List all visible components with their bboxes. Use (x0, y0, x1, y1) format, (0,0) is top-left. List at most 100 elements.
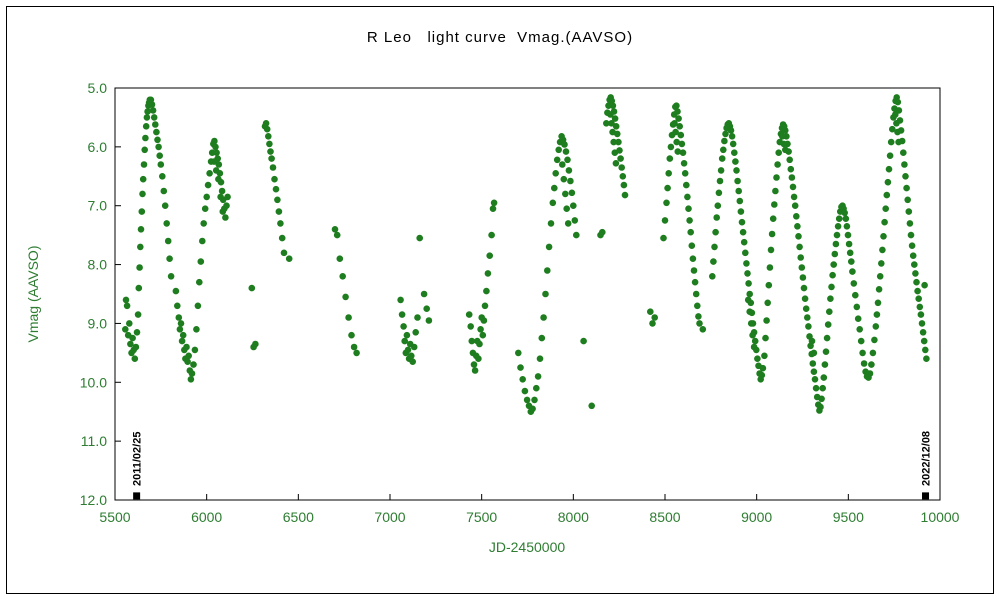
data-point (894, 98, 902, 106)
data-point (758, 371, 766, 379)
data-point (149, 107, 157, 114)
data-point (690, 267, 698, 274)
data-point (688, 242, 696, 249)
data-point (212, 167, 220, 174)
data-point (879, 246, 886, 254)
data-point (404, 346, 412, 354)
data-point (549, 199, 557, 207)
data-point (731, 149, 738, 156)
data-point (866, 370, 874, 377)
data-point (203, 193, 210, 201)
data-point (722, 130, 729, 138)
data-point (615, 138, 622, 146)
x-tick-label: 8500 (649, 509, 680, 525)
data-point (923, 355, 930, 363)
data-point (187, 376, 195, 383)
data-point (127, 340, 134, 348)
data-point (746, 308, 753, 316)
data-point (818, 395, 825, 403)
data-point (716, 177, 724, 185)
x-tick-label: 5500 (99, 509, 130, 525)
data-point (679, 149, 687, 156)
data-point (488, 231, 495, 239)
data-point (609, 128, 616, 136)
data-point (685, 205, 692, 212)
data-point (274, 196, 281, 204)
data-point (122, 296, 130, 304)
data-point (475, 355, 482, 363)
data-point (176, 326, 184, 333)
data-point (285, 255, 293, 262)
data-point (278, 234, 286, 242)
data-point (649, 320, 656, 327)
x-tick-label: 9000 (741, 509, 772, 525)
data-point (397, 296, 404, 304)
data-point (272, 185, 280, 193)
data-point (718, 155, 726, 162)
data-point (737, 208, 745, 215)
data-point (489, 205, 497, 212)
data-point (266, 140, 273, 148)
data-point (694, 302, 701, 310)
data-point (812, 384, 820, 392)
data-point (215, 175, 222, 183)
data-point (401, 337, 409, 345)
data-point (906, 220, 914, 227)
data-point (563, 205, 570, 212)
data-point (832, 240, 840, 248)
data-point (915, 295, 922, 303)
data-point (621, 191, 629, 199)
data-point (611, 149, 619, 156)
data-point (811, 376, 819, 383)
data-point (771, 201, 778, 208)
data-point (172, 287, 180, 295)
data-point (850, 280, 858, 287)
data-point (280, 249, 288, 257)
data-point (799, 274, 807, 281)
data-point (179, 331, 187, 339)
chart-title: R Leo light curve Vmag.(AAVSO) (367, 29, 633, 46)
data-point (714, 202, 722, 209)
data-point (674, 108, 681, 115)
data-point (663, 199, 670, 207)
data-point (398, 311, 406, 318)
data-point (751, 337, 759, 345)
data-point (667, 143, 675, 151)
data-point (790, 193, 798, 201)
data-point (853, 303, 861, 311)
data-point (907, 231, 915, 239)
data-point (666, 155, 674, 162)
data-point (762, 334, 769, 342)
data-point (222, 214, 229, 221)
data-point (687, 228, 694, 236)
data-point (603, 120, 610, 127)
data-point (742, 249, 749, 257)
data-point (133, 329, 141, 336)
data-point (678, 140, 686, 148)
data-point (889, 125, 896, 133)
data-point (217, 193, 224, 201)
data-point (410, 343, 418, 351)
data-point (848, 258, 855, 265)
data-point (876, 273, 884, 280)
data-point (204, 181, 212, 189)
data-point (175, 314, 183, 321)
data-point (599, 228, 606, 236)
data-point (900, 149, 907, 156)
data-point (414, 314, 421, 321)
data-point (562, 148, 570, 155)
data-point (878, 260, 885, 267)
data-point (893, 120, 900, 127)
data-point (874, 299, 882, 307)
data-point (470, 361, 478, 368)
data-point (916, 303, 924, 311)
data-point (580, 337, 587, 345)
data-point (137, 243, 144, 251)
data-point (908, 242, 916, 249)
data-point (749, 331, 756, 339)
data-point (795, 233, 802, 240)
data-point (665, 170, 672, 177)
data-point (161, 202, 169, 209)
data-point (673, 102, 680, 109)
data-point (801, 295, 809, 303)
